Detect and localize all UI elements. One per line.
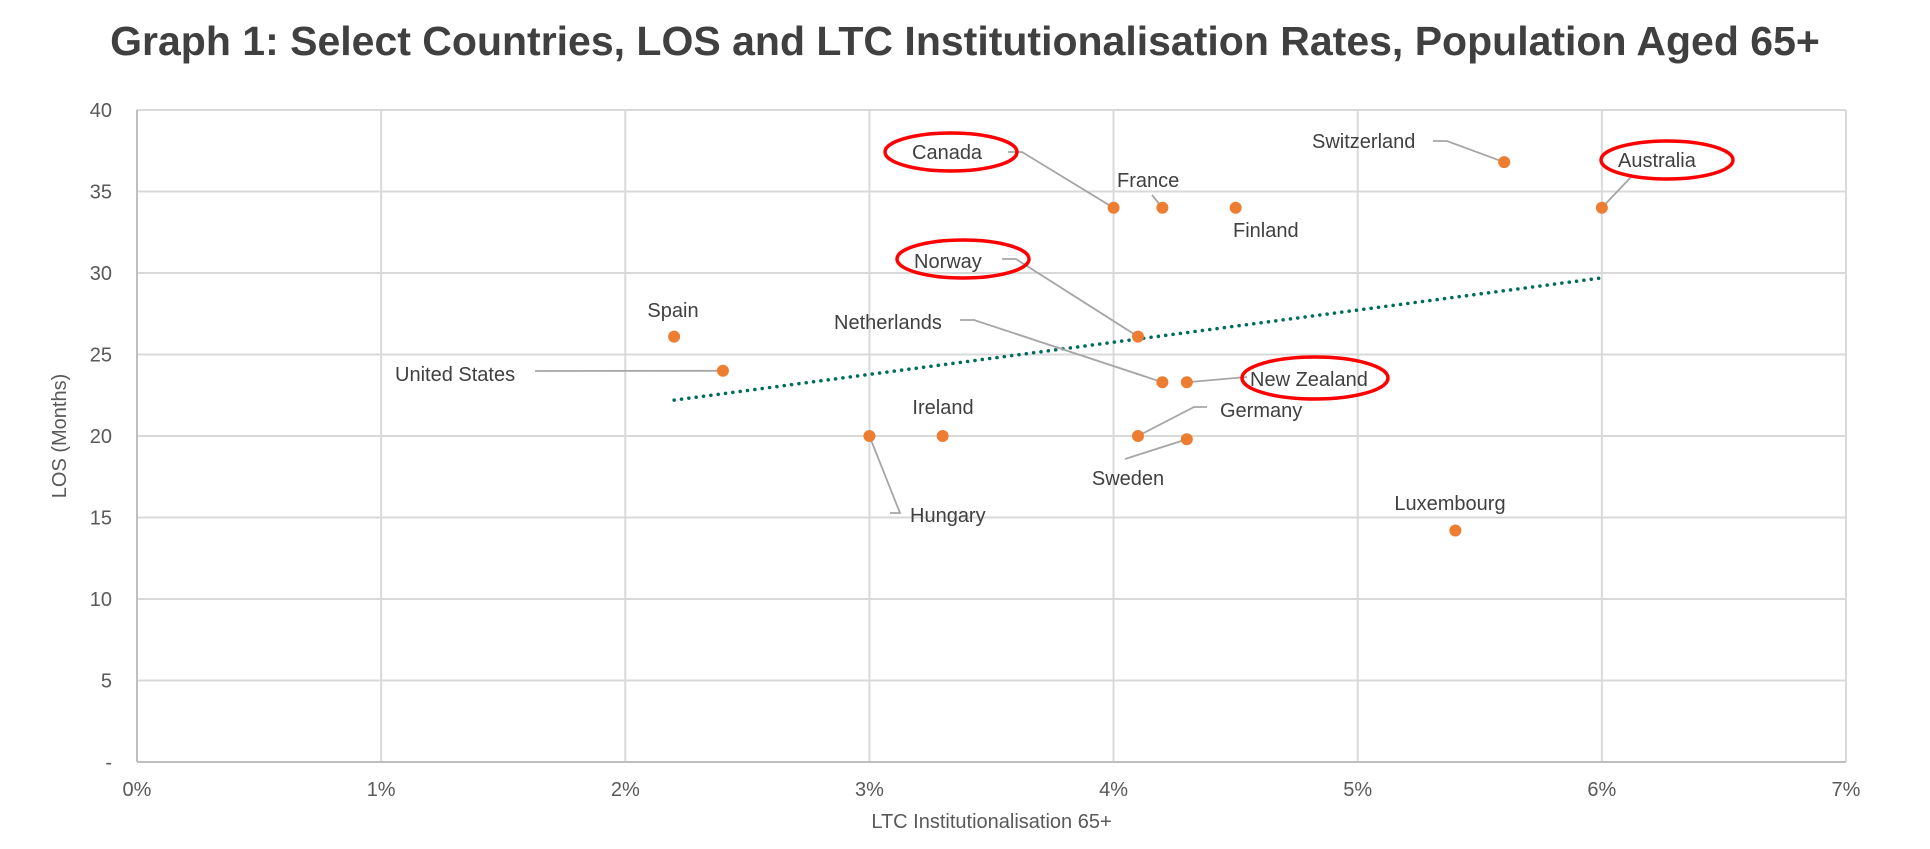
data-label-australia: Australia [1618,150,1697,172]
data-label-united-states: United States [395,364,515,386]
y-tick-label: 15 [90,508,112,530]
data-label-switzerland: Switzerland [1312,131,1415,153]
data-label-france: France [1117,170,1179,192]
data-label-canada: Canada [912,142,983,164]
x-tick-label: 3% [855,779,884,801]
data-point-switzerland [1498,156,1511,169]
data-point-new-zealand [1180,376,1193,389]
data-label-germany: Germany [1220,400,1302,422]
x-tick-label: 1% [367,779,396,801]
data-label-luxembourg: Luxembourg [1394,493,1505,515]
data-label-ireland: Ireland [912,397,973,419]
data-point-luxembourg [1449,524,1462,537]
data-point-sweden [1180,433,1193,446]
data-point-finland [1229,201,1242,214]
x-tick-label: 0% [123,779,152,801]
data-point-australia [1595,201,1608,214]
y-tick-label: 10 [90,589,112,611]
data-point-hungary [863,430,876,442]
data-label-sweden: Sweden [1092,468,1164,490]
y-tick-label: 40 [90,100,112,122]
leader-line-hungary [868,435,902,514]
data-point-france [1156,201,1169,214]
data-label-spain: Spain [647,300,698,322]
data-label-netherlands: Netherlands [834,312,942,334]
data-label-hungary: Hungary [910,505,986,527]
highlight-ellipse-norway [895,238,1031,280]
x-tick-label: 2% [611,779,640,801]
data-label-new-zealand: New Zealand [1250,369,1368,391]
leader-line-australia [1601,175,1633,209]
data-point-united-states [716,364,729,377]
leader-line-norway [1002,258,1139,338]
leader-line-sweden [1124,438,1188,460]
data-point-spain [668,330,681,343]
data-point-germany [1131,430,1144,442]
highlight-ellipse-australia [1599,139,1735,181]
highlight-ellipse-new-zealand [1240,355,1390,401]
chart-title: Graph 1: Select Countries, LOS and LTC I… [110,18,1820,64]
leader-line-netherlands [960,319,1163,384]
data-label-norway: Norway [914,251,982,273]
data-point-netherlands [1156,376,1169,389]
y-tick-label: 35 [90,182,112,204]
y-tick-label: 5 [101,671,112,693]
x-axis-title: LTC Institutionalisation 65+ [871,811,1111,833]
leader-line-new-zealand [1186,376,1248,384]
y-tick-label: - [105,752,112,774]
data-point-norway [1131,330,1144,343]
data-point-ireland [936,430,949,442]
data-label-finland: Finland [1233,220,1299,242]
x-tick-label: 7% [1832,779,1861,801]
x-tick-label: 6% [1587,779,1616,801]
y-tick-label: 30 [90,263,112,285]
y-tick-label: 20 [90,426,112,448]
x-tick-label: 4% [1099,779,1128,801]
highlight-ellipse-canada [883,131,1019,173]
leader-line-germany [1137,406,1207,437]
y-tick-label: 25 [90,345,112,367]
x-tick-label: 5% [1343,779,1372,801]
data-point-canada [1107,201,1120,214]
y-axis-title: LOS (Months) [49,374,71,498]
leader-line-switzerland [1433,140,1505,164]
leader-line-canada [1008,151,1115,209]
